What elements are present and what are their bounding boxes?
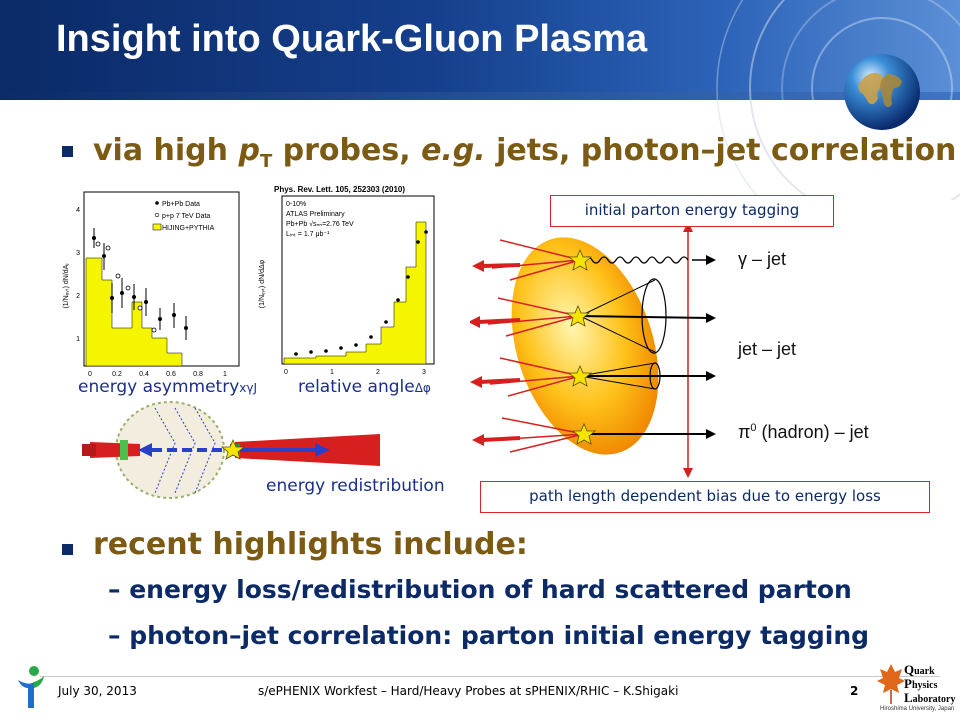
globe-icon bbox=[844, 54, 920, 130]
footer-event: s/ePHENIX Workfest – Hard/Heavy Probes a… bbox=[258, 684, 679, 698]
phenix-logo-icon bbox=[18, 666, 44, 708]
jet-probe-diagram bbox=[470, 222, 716, 478]
bullet-1: via high pT probes, e.g. jets, photon–je… bbox=[93, 133, 957, 172]
right-xtick: 3 bbox=[422, 369, 426, 376]
right-xtick: 1 bbox=[330, 369, 334, 376]
right-legend-0: 0-10% bbox=[286, 201, 306, 208]
path-length-box: path length dependent bias due to energy… bbox=[480, 481, 930, 513]
left-legend-2: HIJING+PYTHIA bbox=[162, 225, 215, 232]
title-bar bbox=[0, 0, 960, 92]
left-legend-1: p+p 7 TeV Data bbox=[162, 213, 210, 220]
left-ytick: 4 bbox=[76, 207, 80, 214]
left-xtick: 0 bbox=[88, 371, 92, 378]
left-xtick: 1 bbox=[223, 371, 227, 378]
left-xtick: 0.6 bbox=[166, 371, 176, 378]
energy-redistribution-illustration bbox=[82, 401, 380, 499]
energy-asymmetry-label: energy asymmetryxγJ bbox=[78, 377, 258, 397]
lab-logo-university: Hiroshima University, Japan bbox=[880, 706, 955, 712]
sub-bullet-2: – photon–jet correlation: parton initial… bbox=[108, 621, 870, 650]
left-legend-0: Pb+Pb Data bbox=[162, 201, 200, 208]
bullet-2: recent highlights include: bbox=[93, 527, 528, 562]
relative-angle-label: relative angleΔφ bbox=[298, 377, 431, 397]
left-ytick: 3 bbox=[76, 250, 80, 257]
bullet-marker bbox=[62, 146, 73, 157]
footer-divider bbox=[40, 676, 940, 677]
initial-parton-box: initial parton energy tagging bbox=[550, 195, 834, 227]
relative-angle-plot: Phys. Rev. Lett. 105, 252303 (2010) (1/N… bbox=[259, 185, 435, 376]
right-legend-2: Pb+Pb √sₙₙ=2.76 TeV bbox=[286, 220, 354, 228]
pi0-jet-label: π0 (hadron) – jet bbox=[738, 422, 869, 442]
right-xtick: 2 bbox=[376, 369, 380, 376]
left-plot-ylabel: (1/Nₑᵥₜ) dN/dAⱼ bbox=[63, 263, 70, 308]
left-ytick: 2 bbox=[76, 293, 80, 300]
slide-title: Insight into Quark-Gluon Plasma bbox=[56, 18, 648, 60]
right-plot-ylabel: (1/Nₑᵥₜ) dN/dΔφ bbox=[259, 259, 266, 308]
gamma-jet-label: γ – jet bbox=[738, 249, 787, 269]
decorative-rings bbox=[716, 0, 960, 200]
left-xtick: 0.8 bbox=[193, 371, 203, 378]
right-legend-3: Lᵢₙₜ = 1.7 μb⁻¹ bbox=[286, 231, 330, 238]
left-xtick: 0.2 bbox=[112, 371, 122, 378]
right-legend-1: ATLAS Preliminary bbox=[286, 211, 345, 218]
left-xtick: 0.4 bbox=[139, 371, 149, 378]
jet-jet-label: jet – jet bbox=[738, 339, 797, 359]
sub-bullet-1: – energy loss/redistribution of hard sca… bbox=[108, 575, 852, 604]
bullet-marker bbox=[62, 544, 73, 555]
page-number: 2 bbox=[850, 684, 859, 698]
journal-ref: Phys. Rev. Lett. 105, 252303 (2010) bbox=[274, 185, 405, 194]
energy-redistribution-label: energy redistribution bbox=[266, 476, 445, 496]
energy-asymmetry-plot: (1/Nₑᵥₜ) dN/dAⱼ Pb+Pb Data p+p 7 TeV Dat… bbox=[63, 191, 240, 378]
lab-logo: Quark Physics Laboratory bbox=[904, 662, 956, 705]
maple-leaf-icon bbox=[877, 664, 905, 704]
title-bar-stripe bbox=[0, 92, 960, 100]
right-xtick: 0 bbox=[284, 369, 288, 376]
left-ytick: 1 bbox=[76, 336, 80, 343]
footer-date: July 30, 2013 bbox=[58, 684, 137, 698]
